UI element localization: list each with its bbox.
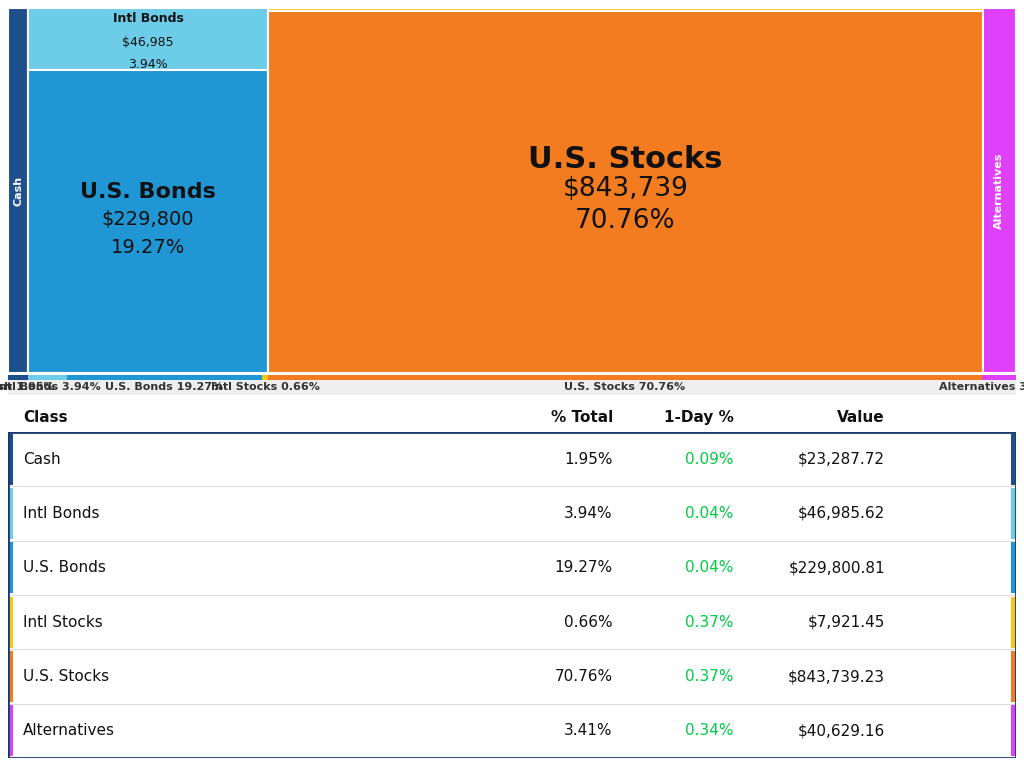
- Bar: [1011, 651, 1016, 702]
- Bar: [982, 375, 1016, 380]
- Text: 3.94%: 3.94%: [564, 506, 612, 521]
- Text: Alternatives 3.41%: Alternatives 3.41%: [939, 382, 1024, 392]
- Bar: [983, 8, 1016, 373]
- Text: $46,985: $46,985: [122, 36, 174, 49]
- Bar: [8, 375, 28, 380]
- Bar: [268, 11, 983, 373]
- Text: 70.76%: 70.76%: [575, 208, 676, 234]
- Text: Intl Bonds 3.94%: Intl Bonds 3.94%: [0, 382, 100, 392]
- Text: $843,739.23: $843,739.23: [787, 669, 885, 684]
- Text: 3.41%: 3.41%: [564, 723, 612, 738]
- Bar: [1011, 488, 1016, 539]
- Bar: [1011, 705, 1016, 756]
- Bar: [8, 434, 13, 485]
- Text: U.S. Bonds: U.S. Bonds: [24, 561, 106, 575]
- Text: 0.04%: 0.04%: [685, 561, 734, 575]
- Bar: [268, 375, 982, 380]
- Text: $229,800: $229,800: [101, 210, 195, 229]
- Text: Cash 1.95%: Cash 1.95%: [0, 382, 54, 392]
- Text: $229,800.81: $229,800.81: [788, 561, 885, 575]
- Text: U.S. Stocks: U.S. Stocks: [528, 145, 723, 174]
- Bar: [28, 375, 68, 395]
- Text: U.S. Stocks 70.76%: U.S. Stocks 70.76%: [564, 382, 685, 392]
- Text: $46,985.62: $46,985.62: [798, 506, 885, 521]
- Bar: [68, 375, 262, 380]
- Bar: [8, 704, 1016, 758]
- Text: 19.27%: 19.27%: [555, 561, 612, 575]
- Text: Intl Stocks 0.66%: Intl Stocks 0.66%: [211, 382, 319, 392]
- Text: Alternatives: Alternatives: [994, 152, 1005, 229]
- Bar: [1011, 597, 1016, 648]
- Text: % Total: % Total: [551, 410, 612, 424]
- Bar: [28, 375, 68, 380]
- Text: $843,739: $843,739: [562, 175, 688, 201]
- Bar: [8, 486, 1016, 541]
- Bar: [8, 542, 13, 594]
- Bar: [8, 488, 13, 539]
- Bar: [29, 70, 268, 373]
- Bar: [1011, 542, 1016, 594]
- Text: Intl Bonds: Intl Bonds: [113, 12, 183, 25]
- Text: $40,629.16: $40,629.16: [798, 723, 885, 738]
- Text: U.S. Bonds: U.S. Bonds: [80, 182, 216, 202]
- Bar: [1011, 434, 1016, 485]
- Text: Value: Value: [838, 410, 885, 424]
- Bar: [8, 541, 1016, 595]
- Bar: [268, 8, 983, 11]
- Text: Class: Class: [24, 410, 68, 424]
- Text: 1.95%: 1.95%: [564, 452, 612, 466]
- Text: 0.66%: 0.66%: [564, 614, 612, 630]
- Bar: [8, 705, 13, 756]
- Bar: [268, 375, 982, 395]
- Bar: [262, 375, 268, 395]
- Text: 0.37%: 0.37%: [685, 669, 734, 684]
- Text: 0.37%: 0.37%: [685, 614, 734, 630]
- Bar: [8, 597, 13, 648]
- Text: 70.76%: 70.76%: [555, 669, 612, 684]
- Bar: [262, 375, 268, 380]
- Bar: [8, 650, 1016, 704]
- Text: Intl Stocks: Intl Stocks: [24, 614, 102, 630]
- Bar: [29, 8, 268, 70]
- Text: Intl Bonds: Intl Bonds: [24, 506, 99, 521]
- Bar: [8, 432, 1016, 486]
- Text: 3.94%: 3.94%: [128, 58, 168, 71]
- Text: U.S. Stocks: U.S. Stocks: [24, 669, 110, 684]
- Bar: [982, 375, 1016, 395]
- Bar: [8, 651, 13, 702]
- Text: 0.34%: 0.34%: [685, 723, 734, 738]
- Text: 1-Day %: 1-Day %: [664, 410, 734, 424]
- Text: $23,287.72: $23,287.72: [798, 452, 885, 466]
- Text: $7,921.45: $7,921.45: [808, 614, 885, 630]
- Text: Cash: Cash: [13, 175, 24, 205]
- Bar: [8, 8, 29, 373]
- Text: Alternatives: Alternatives: [24, 723, 115, 738]
- Text: 0.09%: 0.09%: [685, 452, 734, 466]
- Text: 0.04%: 0.04%: [685, 506, 734, 521]
- Text: U.S. Bonds 19.27%: U.S. Bonds 19.27%: [105, 382, 223, 392]
- Bar: [8, 595, 1016, 650]
- Bar: [68, 375, 262, 395]
- Text: 19.27%: 19.27%: [111, 237, 185, 257]
- Text: Cash: Cash: [24, 452, 60, 466]
- Bar: [8, 375, 28, 395]
